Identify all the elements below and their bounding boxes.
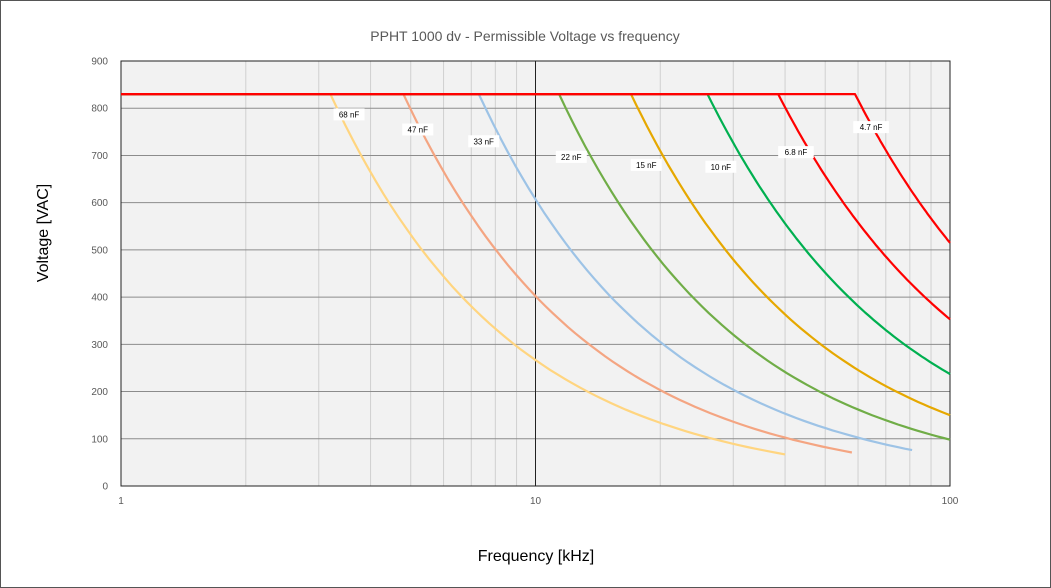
x-tick-label: 10: [530, 496, 542, 507]
series-label: 22 nF: [561, 153, 582, 162]
series-label-box: [705, 160, 737, 173]
series-label-box: [333, 108, 365, 121]
x-tick-label: 1: [118, 496, 124, 507]
series-line-22-nf: [121, 93, 951, 441]
y-tick-labels: 0 100 200 300 400 500 600 700 800 900: [91, 57, 108, 493]
series-label-box: [630, 158, 662, 171]
y-tick-label: 600: [91, 198, 108, 209]
series-label: 4.7 nF: [860, 123, 883, 132]
series-labels: 68 nF 47 nF 33 nF 22 nF 15 nF 10 nF 6.8 nF 4.7 …: [333, 108, 889, 173]
y-tick-label: 800: [91, 104, 108, 115]
series-label: 6.8 nF: [785, 148, 808, 157]
y-tick-label: 100: [91, 434, 108, 445]
x-tick-labels: 1 10 100: [118, 496, 959, 507]
y-tick-label: 500: [91, 245, 108, 256]
y-tick-label: 200: [91, 387, 108, 398]
y-tick-label: 400: [91, 293, 108, 304]
series-label-box: [402, 123, 434, 136]
series-label: 33 nF: [473, 137, 494, 146]
y-tick-label: 700: [91, 151, 108, 162]
y-tick-label: 900: [91, 57, 108, 68]
series-label-box: [468, 135, 500, 148]
series-label: 15 nF: [636, 161, 657, 170]
series-label-box: [853, 121, 889, 134]
series-line-47-nf: [121, 93, 853, 454]
series-label-box: [778, 146, 814, 159]
series-line-10-nf: [121, 93, 951, 376]
series-line-15-nf: [121, 93, 951, 417]
y-tick-label: 0: [102, 482, 108, 493]
y-axis-title: Voltage [VAC]: [35, 184, 52, 282]
series-label: 68 nF: [339, 110, 360, 119]
series-layer: [121, 93, 951, 456]
x-tick-label: 100: [942, 496, 959, 507]
chart-title: PPHT 1000 dv - Permissible Voltage vs fr…: [370, 28, 679, 44]
series-line-68-nf: [121, 93, 786, 456]
series-label-box: [555, 150, 587, 163]
y-tick-label: 300: [91, 340, 108, 351]
series-line-33-nf: [121, 93, 913, 452]
series-label: 47 nF: [408, 125, 429, 134]
series-label: 10 nF: [711, 163, 732, 172]
plot-border: [120, 60, 951, 487]
x-axis-title: Frequency [kHz]: [478, 548, 594, 565]
series-line-6-8-nf: [121, 93, 951, 321]
